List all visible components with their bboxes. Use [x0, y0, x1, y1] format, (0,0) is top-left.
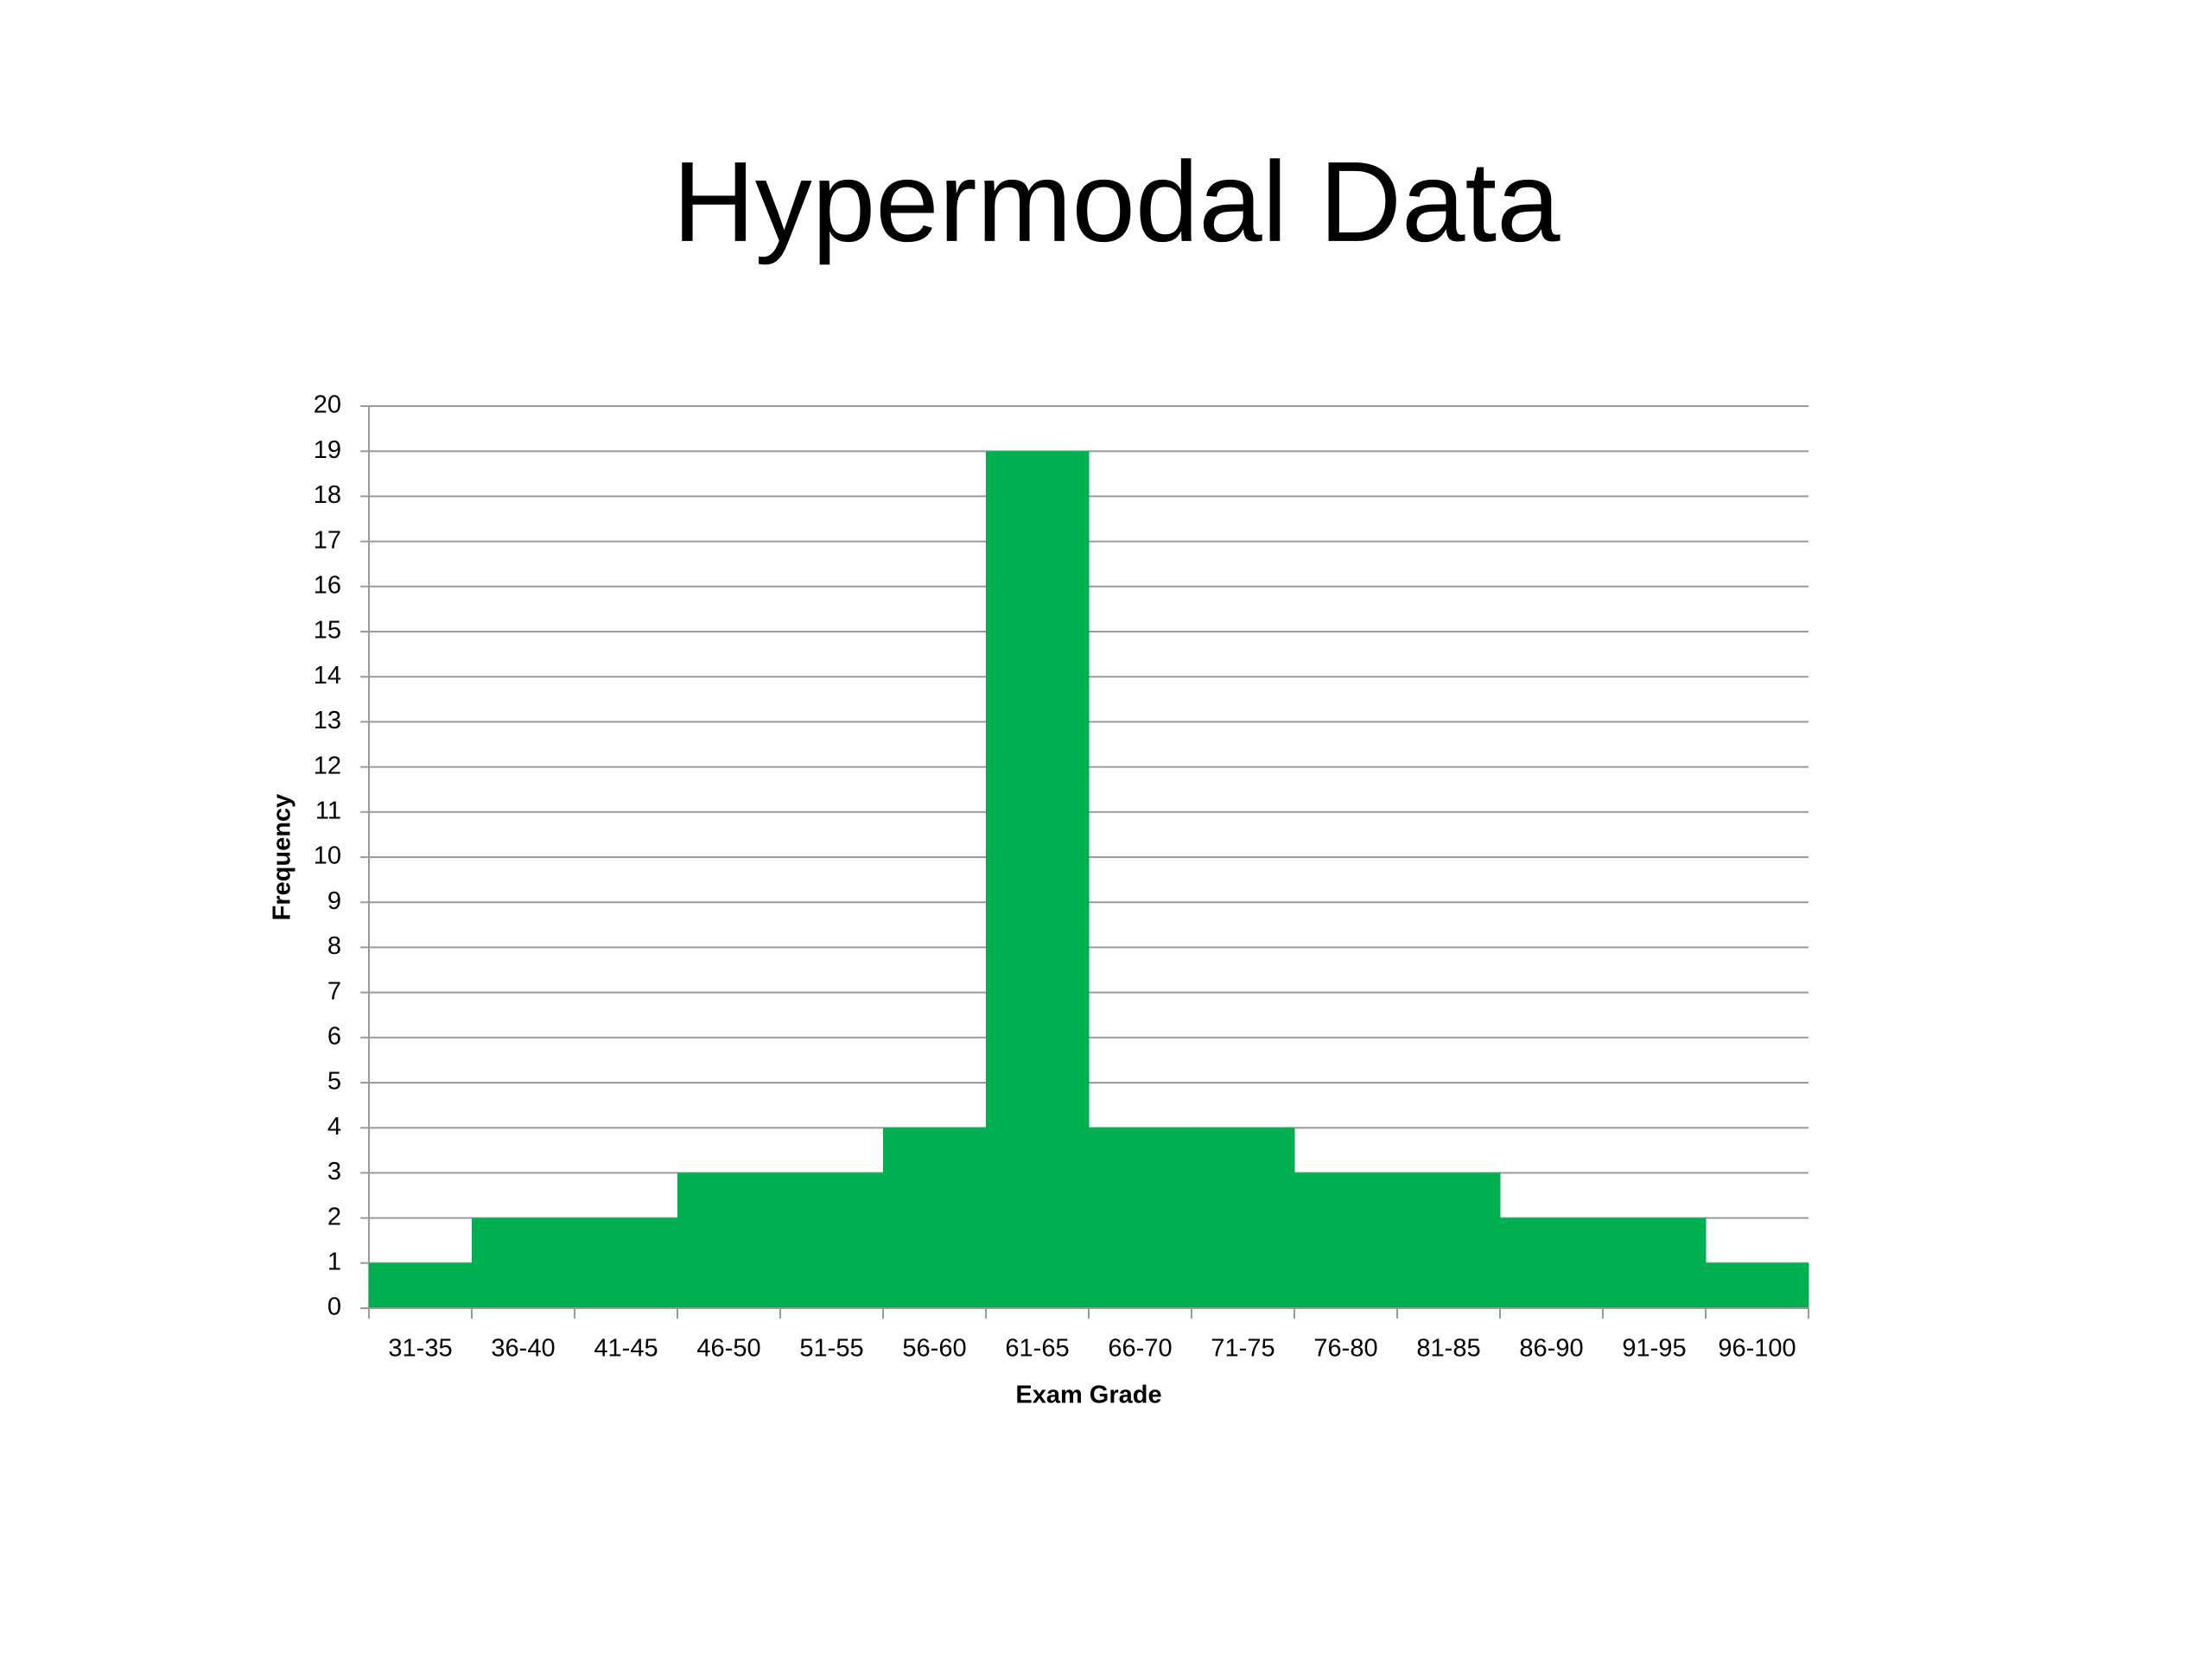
y-tick-label: 7: [327, 977, 341, 1005]
x-tick-label: 46-50: [696, 1335, 760, 1363]
x-tick-label: 86-90: [1519, 1335, 1583, 1363]
y-tick-label: 1: [327, 1248, 341, 1275]
bar: [883, 1128, 987, 1308]
x-tick-label: 41-45: [594, 1335, 658, 1363]
x-axis-label: Exam Grade: [1015, 1382, 1161, 1409]
y-tick-label: 0: [327, 1294, 341, 1321]
y-axis-label: Frequency: [269, 794, 296, 921]
x-tick-label: 81-85: [1416, 1335, 1480, 1363]
y-tick-label: 2: [327, 1203, 341, 1230]
bar: [677, 1173, 781, 1308]
y-tick-label: 14: [314, 662, 341, 690]
x-tick-label: 36-40: [491, 1335, 555, 1363]
y-tick-label: 3: [327, 1158, 341, 1185]
x-tick-label: 56-60: [902, 1335, 966, 1363]
y-tick-label: 20: [314, 391, 341, 419]
x-tick-label: 96-100: [1718, 1335, 1796, 1363]
bar: [1500, 1217, 1604, 1308]
y-tick-label: 19: [314, 436, 341, 464]
chart-title: Hypermodal Data: [672, 138, 1560, 265]
bar: [369, 1262, 473, 1308]
y-tick-label: 8: [327, 932, 341, 960]
x-tick-label: 76-80: [1313, 1335, 1377, 1363]
x-tick-label: 51-55: [799, 1335, 863, 1363]
y-tick-label: 12: [314, 752, 341, 779]
y-tick-label: 13: [314, 707, 341, 734]
bar: [986, 451, 1090, 1308]
bar: [1192, 1128, 1295, 1308]
y-tick-label: 11: [315, 797, 341, 824]
bar: [575, 1217, 678, 1308]
x-tick-label: 66-70: [1108, 1335, 1172, 1363]
bar: [1706, 1262, 1809, 1308]
bar: [472, 1217, 575, 1308]
y-tick-label: 10: [314, 842, 341, 870]
y-tick-label: 6: [327, 1022, 341, 1050]
bar: [780, 1173, 884, 1308]
bar: [1294, 1173, 1398, 1308]
bar: [1089, 1128, 1192, 1308]
bar: [1603, 1217, 1707, 1308]
y-tick-label: 9: [327, 887, 341, 915]
bar: [1397, 1173, 1501, 1308]
y-tick-label: 18: [314, 481, 341, 509]
x-tick-label: 61-65: [1005, 1335, 1069, 1363]
y-tick-label: 16: [314, 571, 341, 599]
y-tick-label: 4: [327, 1113, 341, 1141]
x-tick-label: 31-35: [388, 1335, 452, 1363]
y-tick-label: 15: [314, 617, 341, 645]
y-tick-label: 17: [314, 526, 341, 554]
x-tick-label: 91-95: [1622, 1335, 1686, 1363]
y-tick-label: 5: [327, 1068, 341, 1096]
x-tick-label: 71-75: [1211, 1335, 1274, 1363]
